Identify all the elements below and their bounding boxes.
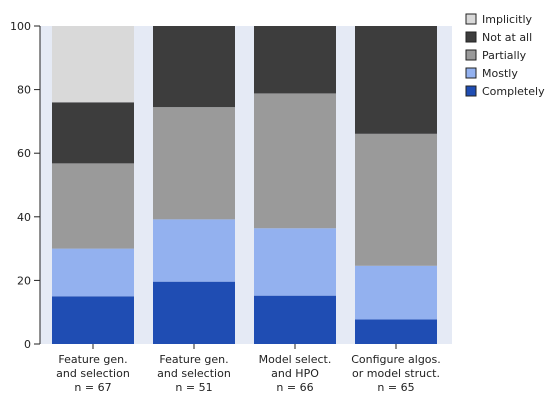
y-tick-label: 80: [17, 84, 31, 97]
bar-segment-completely-3: [254, 295, 336, 344]
x-category-label: Feature gen. and selection n = 67: [56, 353, 130, 394]
bar-segment-mostly-4: [355, 265, 437, 320]
bar-segment-partially-1: [52, 163, 134, 249]
bar-segment-partially-4: [355, 133, 437, 266]
legend-label-mostly: Mostly: [482, 67, 518, 80]
y-tick-label: 0: [24, 338, 31, 351]
legend-label-not-at-all: Not at all: [482, 31, 532, 44]
legend-swatch-mostly: [465, 67, 477, 79]
y-tick-label: 40: [17, 211, 31, 224]
legend-swatch-implicitly: [465, 13, 477, 25]
legend-label-implicitly: Implicitly: [482, 13, 533, 26]
legend-label-completely: Completely: [482, 85, 545, 98]
x-axis: Feature gen. and selection n = 67 Feature g…: [56, 344, 441, 394]
bar-segment-not-at-all-2: [153, 26, 235, 108]
y-tick-label: 20: [17, 274, 31, 287]
bar-segment-partially-2: [153, 107, 235, 220]
bar-segment-mostly-1: [52, 248, 134, 297]
x-category-label: Feature gen. and selection n = 51: [157, 353, 231, 394]
bar-segment-completely-2: [153, 281, 235, 344]
legend: Implicitly Not at all Partially Mostly Compl…: [465, 13, 545, 98]
bar-segment-completely-4: [355, 319, 437, 344]
legend-swatch-partially: [465, 49, 477, 61]
bar-segment-partially-3: [254, 93, 336, 229]
y-tick-label: 60: [17, 147, 31, 160]
x-category-label: Model select. and HPO n = 66: [259, 353, 332, 394]
bar-segment-implicitly-1: [52, 26, 134, 103]
bar-segment-not-at-all-3: [254, 26, 336, 94]
bar-segment-mostly-2: [153, 219, 235, 282]
bar-segment-completely-1: [52, 296, 134, 344]
y-tick-label: 100: [10, 20, 31, 33]
legend-swatch-not-at-all: [465, 31, 477, 43]
x-category-label: Configure algos. or model struct. n = 65: [351, 353, 441, 394]
legend-swatch-completely: [465, 85, 477, 97]
y-axis: 0 20 40 60 80 100: [10, 20, 41, 351]
bar-segment-not-at-all-4: [355, 26, 437, 134]
legend-label-partially: Partially: [482, 49, 527, 62]
bars-layer: [52, 26, 437, 344]
bar-segment-mostly-3: [254, 228, 336, 296]
bar-segment-not-at-all-1: [52, 102, 134, 164]
